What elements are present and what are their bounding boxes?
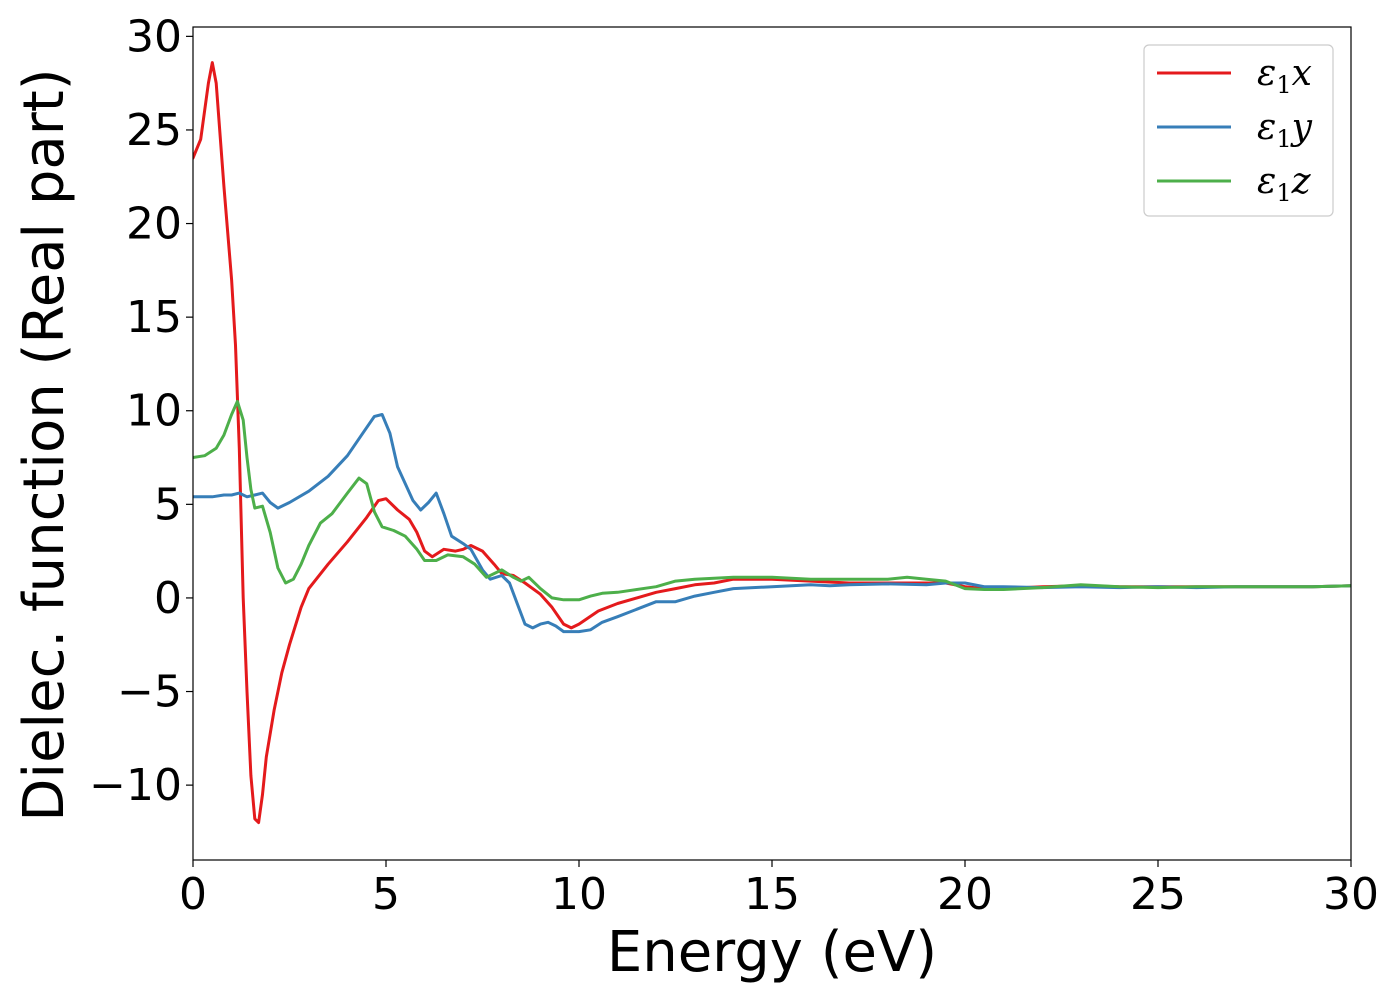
x-tick-label: 0 (179, 869, 207, 920)
x-tick-label: 5 (372, 869, 400, 920)
y-tick-label: 25 (126, 105, 182, 156)
y-tick-label: 5 (154, 479, 182, 530)
series-line-z (193, 399, 1351, 602)
x-axis-ticks: 0 5 10 15 20 25 30 (179, 860, 1379, 920)
y-tick-label: −5 (117, 667, 182, 718)
y-tick-label: 10 (126, 386, 182, 437)
series-layer (193, 61, 1351, 825)
legend-label-y: ε1y (1257, 107, 1313, 153)
legend-label-x: ε1x (1257, 53, 1312, 99)
x-tick-label: 30 (1323, 869, 1379, 920)
x-tick-label: 20 (937, 869, 993, 920)
legend-box (1143, 44, 1334, 217)
x-tick-label: 25 (1130, 869, 1186, 920)
legend-label-z: ε1z (1257, 161, 1312, 207)
x-axis-label: Energy (eV) (607, 920, 937, 985)
y-tick-label: −10 (89, 760, 182, 811)
y-tick-label: 20 (126, 199, 182, 250)
x-tick-label: 15 (744, 869, 800, 920)
y-tick-label: 0 (154, 573, 182, 624)
series-line-y (193, 413, 1351, 634)
x-tick-label: 10 (551, 869, 607, 920)
y-axis-label: Dielec. function (Real part) (12, 68, 77, 821)
y-tick-label: 15 (126, 292, 182, 343)
y-axis-ticks: −10 −5 0 5 10 15 20 25 30 (89, 11, 193, 811)
legend: ε1x ε1y ε1z (1143, 44, 1334, 217)
y-tick-label: 30 (126, 11, 182, 62)
